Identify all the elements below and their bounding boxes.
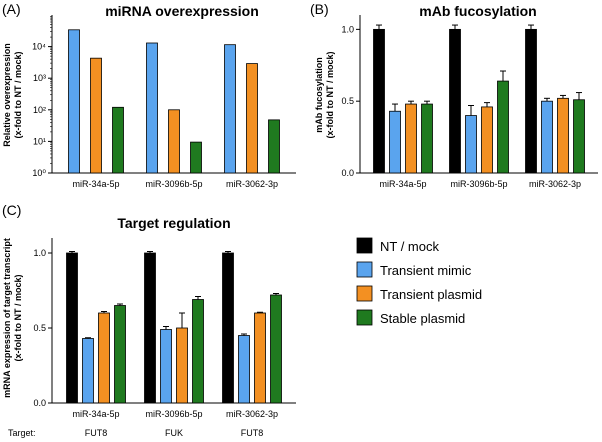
- panel-b-bar-mir-3062-3p-stable-plasmid: [573, 99, 585, 174]
- legend-swatch-stable-plasmid: [356, 309, 373, 326]
- legend-swatch-transient-plasmid: [356, 285, 373, 302]
- panel-a-bar-mir-3062-3p-transient-mimic: [224, 44, 236, 174]
- legend-swatch-nt-mock: [356, 237, 373, 254]
- panel-b-category-label: miR-34a-5p: [379, 179, 426, 189]
- panel-a-bar-mir-34a-5p-transient-plasmid: [90, 57, 102, 174]
- panel-c-target-label: FUT8: [241, 428, 264, 438]
- panel-c-label: (C): [2, 202, 21, 218]
- legend-label-stable-plasmid: Stable plasmid: [380, 311, 465, 326]
- panel-a-bar-mir-3096b-5p-stable-plasmid: [190, 141, 202, 174]
- panel-b-category-label: miR-3096b-5p: [450, 179, 507, 189]
- panel-c-ytick-label: 1.0: [33, 248, 46, 258]
- panel-b-ylabel-line2: (x-fold to NT / mock): [325, 52, 335, 139]
- panel-a-title: miRNA overexpression: [105, 3, 259, 19]
- panel-a-ytick-label: 10⁴: [32, 42, 46, 52]
- panel-b: (B) mAb fucosylation mAb fucosylation (x…: [310, 1, 598, 189]
- panel-c-ylabel-line2: (x-fold to NT / mock): [13, 275, 23, 362]
- panel-a-bar-mir-3096b-5p-transient-mimic: [146, 42, 158, 174]
- panel-a: (A) miRNA overexpression Relative overex…: [2, 1, 296, 189]
- target-label: Target:: [8, 428, 36, 438]
- panel-a-bar-mir-3062-3p-transient-plasmid: [246, 63, 258, 174]
- panel-b-bar-mir-3096b-5p-nt-mock: [449, 28, 461, 174]
- panel-c-bar-mir-3096b-5p-nt-mock: [144, 252, 156, 404]
- panel-b-bar-mir-3096b-5p-transient-mimic: [465, 115, 477, 174]
- panel-a-bar-mir-34a-5p-stable-plasmid: [112, 106, 124, 174]
- legend-label-nt-mock: NT / mock: [380, 239, 439, 254]
- panel-c-title: Target regulation: [117, 215, 230, 231]
- panel-b-label: (B): [310, 1, 329, 17]
- panel-b-bar-mir-34a-5p-stable-plasmid: [421, 103, 433, 174]
- panel-c-ytick-label: 0.0: [33, 398, 46, 408]
- panel-c-bar-mir-3062-3p-transient-mimic: [238, 335, 250, 404]
- panel-c-bar-mir-3062-3p-stable-plasmid: [270, 294, 282, 404]
- panel-c-category-label: miR-3062-3p: [226, 409, 278, 419]
- legend: NT / mock Transient mimic Transient plas…: [356, 237, 482, 326]
- panel-a-ytick-label: 10¹: [33, 136, 46, 146]
- panel-a-bar-mir-34a-5p-transient-mimic: [68, 29, 80, 174]
- panel-b-bar-mir-3096b-5p-transient-plasmid: [481, 106, 493, 174]
- panel-c-target-label: FUK: [165, 428, 183, 438]
- panel-b-category-label: miR-3062-3p: [529, 179, 581, 189]
- panel-a-ytick-label: 10⁰: [32, 168, 46, 178]
- panel-c-bar-mir-3096b-5p-transient-plasmid: [176, 327, 188, 404]
- panel-c-bar-mir-3062-3p-nt-mock: [222, 252, 234, 404]
- panel-b-title: mAb fucosylation: [419, 3, 536, 19]
- panel-c-bar-mir-3062-3p-transient-plasmid: [254, 312, 266, 404]
- legend-label-transient-plasmid: Transient plasmid: [380, 287, 482, 302]
- panel-b-bar-mir-3062-3p-transient-mimic: [541, 100, 553, 174]
- panel-c-marks: 0.0 0.5 1.0 miR-34a-5p FUT8 miR-3096b-5p FUK mi…: [33, 238, 296, 438]
- panel-a-category-label: miR-3062-3p: [226, 179, 278, 189]
- panel-a-category-label: miR-3096b-5p: [145, 179, 202, 189]
- panel-b-bar-mir-3062-3p-nt-mock: [525, 28, 537, 174]
- panel-c-bar-mir-3096b-5p-stable-plasmid: [192, 299, 204, 404]
- panel-b-ytick-label: 1.0: [341, 24, 354, 34]
- legend-label-transient-mimic: Transient mimic: [380, 263, 472, 278]
- panel-c-ylabel-line1: mRNA expression of target transcript: [2, 238, 12, 398]
- panel-a-ylabel-line1: Relative overexpression: [2, 43, 12, 147]
- panel-a-bar-mir-3062-3p-stable-plasmid: [268, 119, 280, 174]
- panel-b-bar-mir-3062-3p-transient-plasmid: [557, 97, 569, 174]
- panel-b-bar-mir-3096b-5p-stable-plasmid: [497, 80, 509, 174]
- panel-c-category-label: miR-3096b-5p: [145, 409, 202, 419]
- panel-a-category-label: miR-34a-5p: [72, 179, 119, 189]
- panel-a-ytick-label: 10³: [33, 73, 46, 83]
- panel-a-label: (A): [2, 1, 21, 17]
- panel-c-ytick-label: 0.5: [33, 323, 46, 333]
- panel-c-bar-mir-34a-5p-transient-mimic: [82, 338, 94, 404]
- panel-c-bar-mir-34a-5p-nt-mock: [66, 252, 78, 404]
- panel-a-marks: 10⁰ 10¹ 10² 10³ 10⁴ miR-34a-5p miR-3096b-5p miR…: [32, 15, 296, 189]
- legend-swatch-transient-mimic: [356, 261, 373, 278]
- panel-b-ylabel-line1: mAb fucosylation: [314, 57, 324, 133]
- panel-c: (C) Target regulation mRNA expression of…: [2, 202, 296, 438]
- panel-b-bar-mir-34a-5p-nt-mock: [373, 28, 385, 174]
- panel-a-bar-mir-3096b-5p-transient-plasmid: [168, 109, 180, 174]
- panel-b-bar-mir-34a-5p-transient-mimic: [389, 110, 401, 174]
- panel-c-bar-mir-34a-5p-transient-plasmid: [98, 312, 110, 404]
- panel-c-bar-mir-3096b-5p-transient-mimic: [160, 329, 172, 404]
- panel-c-target-label: FUT8: [85, 428, 108, 438]
- panel-a-ytick-label: 10²: [33, 105, 46, 115]
- panel-b-marks: 0.0 0.5 1.0 miR-34a-5p miR-3096b-5p miR-3062-…: [341, 15, 598, 189]
- panel-a-ylabel-line2: (x-fold to NT / mock): [13, 52, 23, 139]
- panel-b-ytick-label: 0.0: [341, 168, 354, 178]
- panel-b-ytick-label: 0.5: [341, 96, 354, 106]
- panel-c-bar-mir-34a-5p-stable-plasmid: [114, 305, 126, 404]
- panel-c-category-label: miR-34a-5p: [72, 409, 119, 419]
- panel-b-bar-mir-34a-5p-transient-plasmid: [405, 103, 417, 174]
